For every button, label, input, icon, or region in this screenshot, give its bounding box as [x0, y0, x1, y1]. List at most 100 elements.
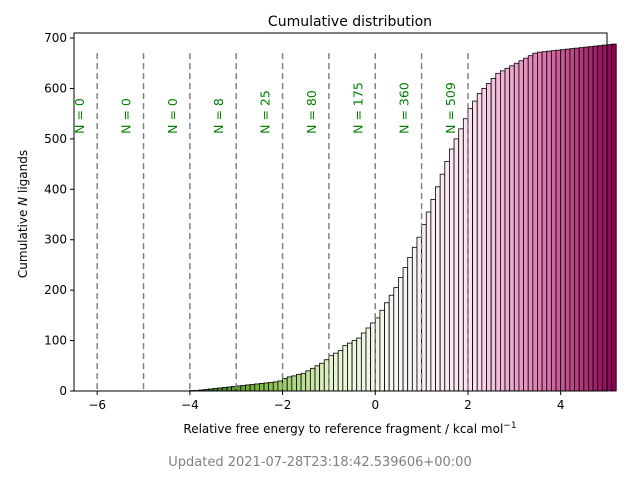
bar — [240, 385, 246, 392]
bar — [486, 83, 492, 392]
bar — [601, 44, 608, 392]
y-axis-label-suffix: ligands — [16, 150, 30, 197]
bar — [365, 327, 372, 392]
bar — [384, 302, 390, 392]
bar — [513, 62, 520, 392]
bar — [550, 50, 557, 392]
bar — [430, 198, 436, 392]
y-tick-label: 200 — [44, 283, 67, 297]
bar — [523, 57, 529, 392]
x-tick-label: 0 — [371, 398, 379, 412]
bar — [425, 211, 432, 392]
bar — [592, 45, 599, 392]
bar — [314, 365, 321, 392]
annotation-label: N = 175 — [350, 82, 365, 134]
bar — [398, 277, 404, 392]
x-axis-label: Relative free energy to reference fragme… — [183, 421, 516, 436]
bar — [476, 93, 483, 392]
bar — [490, 77, 497, 392]
bar — [337, 350, 344, 392]
bar — [263, 382, 270, 392]
bar — [509, 65, 515, 392]
bar — [541, 51, 548, 392]
annotation-label: N = 25 — [258, 90, 273, 134]
bar — [407, 256, 413, 392]
y-tick-label: 500 — [44, 132, 67, 146]
annotation-label: N = 0 — [72, 98, 87, 134]
bar — [356, 337, 362, 392]
annotation-label: N = 509 — [443, 82, 458, 134]
annotation-label: N = 0 — [165, 98, 180, 134]
bar — [564, 48, 571, 392]
bar — [296, 373, 302, 392]
bar — [518, 60, 524, 392]
bar — [439, 173, 446, 392]
annotation-label: N = 360 — [397, 82, 412, 134]
bar — [537, 51, 543, 392]
y-tick-label: 600 — [44, 81, 67, 95]
y-tick-label: 300 — [44, 233, 67, 247]
bar — [449, 148, 455, 392]
bar — [611, 43, 617, 392]
bar — [258, 383, 265, 392]
bar — [300, 372, 307, 392]
bar — [249, 384, 256, 392]
bar — [319, 362, 325, 392]
bar — [472, 100, 478, 392]
bar — [379, 309, 385, 392]
bar — [527, 55, 534, 392]
bar — [221, 387, 228, 392]
bar — [555, 49, 562, 392]
bar — [578, 47, 585, 392]
y-axis-label-italic: N — [16, 197, 30, 206]
bar — [309, 367, 316, 392]
y-tick-label: 0 — [59, 384, 67, 398]
bar — [305, 370, 311, 392]
y-tick-label: 700 — [44, 31, 67, 45]
chart-title: Cumulative distribution — [268, 14, 432, 30]
bar — [504, 67, 511, 392]
annotation-label: N = 80 — [304, 90, 319, 134]
updated-timestamp: Updated 2021-07-28T23:18:42.539606+00:00 — [168, 455, 471, 470]
bar — [588, 46, 594, 392]
cutoff-lines-group — [96, 53, 469, 391]
bar — [226, 386, 232, 392]
bar — [254, 383, 260, 392]
x-axis-label-text: Relative free energy to reference fragme… — [183, 422, 503, 436]
bar — [333, 352, 339, 392]
x-axis-ticks: −6 −4 −2 0 2 4 — [88, 391, 564, 412]
bar — [393, 287, 399, 392]
bar — [481, 88, 487, 392]
bar — [411, 246, 418, 392]
bar — [245, 384, 251, 392]
y-axis-label-prefix: Cumulative — [16, 206, 30, 278]
bar — [347, 342, 353, 392]
bar — [597, 45, 603, 392]
bar — [402, 267, 409, 392]
bar — [532, 52, 538, 392]
bar — [458, 128, 464, 392]
bar — [286, 376, 293, 392]
x-tick-label: −4 — [181, 398, 199, 412]
x-tick-label: −2 — [274, 398, 292, 412]
x-tick-label: 4 — [557, 398, 565, 412]
bar — [351, 340, 358, 392]
x-tick-label: 2 — [464, 398, 472, 412]
bar — [342, 345, 348, 392]
annotation-label: N = 0 — [119, 98, 134, 134]
bar — [569, 48, 575, 392]
bar — [546, 50, 552, 392]
bar — [268, 382, 274, 392]
bar — [435, 186, 441, 392]
x-tick-label: −6 — [88, 398, 106, 412]
bar — [499, 70, 506, 392]
annotations-group: N = 0 N = 0 N = 0 N = 8 N = 25 N = 80 N = 175 N… — [72, 82, 458, 134]
bar — [574, 47, 580, 392]
bar — [560, 49, 566, 392]
plot-frame — [73, 32, 608, 392]
y-axis-label: Cumulative N ligands — [16, 150, 30, 278]
bar — [360, 332, 367, 392]
x-axis-label-superscript: −1 — [503, 421, 516, 431]
bar — [388, 294, 395, 392]
